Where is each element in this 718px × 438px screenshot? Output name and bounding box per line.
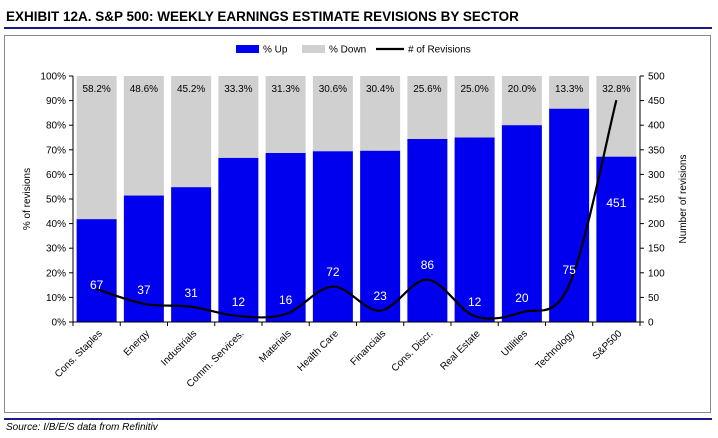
down-pct-label: 30.4% [366,84,394,95]
y-tick-label-left: 0% [52,318,67,329]
y-tick-label-left: 100% [40,72,66,83]
y-tick-label-right: 200 [648,219,665,230]
revision-count-label: 31 [184,286,198,300]
bar-up [549,108,590,322]
y-tick-label-right: 0 [648,318,654,329]
chart-frame [4,35,711,413]
bar-up [265,152,306,322]
source-note: Source: I/B/E/S data from Refinitiv [6,422,158,433]
down-pct-label: 30.6% [319,84,347,95]
y-tick-label-left: 70% [46,145,66,156]
bar-down [312,76,353,152]
revision-count-label: 23 [373,289,387,303]
x-category-label: Utilities [499,328,530,359]
title-rule [4,27,712,29]
revision-count-label: 86 [421,258,435,272]
y-tick-label-right: 500 [648,72,665,83]
x-category-label: Energy [122,328,152,358]
exhibit-title: EXHIBIT 12A. S&P 500: WEEKLY EARNINGS ES… [6,9,519,24]
x-category-label: Materials [257,328,293,364]
bar-up [596,156,637,322]
down-pct-label: 20.0% [508,84,536,95]
y-tick-label-left: 80% [46,121,66,132]
x-category-label: Industrials [159,328,199,368]
down-pct-label: 25.0% [460,84,488,95]
y-axis-title-left: % of revisions [22,168,33,230]
revision-count-label: 75 [562,263,576,277]
revision-count-label: 12 [232,295,246,309]
bar-up [76,219,117,322]
down-pct-label: 13.3% [555,84,583,95]
bar-down [171,76,212,188]
revision-count-label: 67 [90,278,104,292]
x-category-label: Real Estate [438,328,483,373]
revision-count-label: 12 [468,295,482,309]
bar-up [454,137,495,322]
y-tick-label-left: 40% [46,219,66,230]
revision-count-label: 20 [515,291,529,305]
x-category-label: Cons. Discr. [390,328,436,374]
legend-label-up: % Up [263,45,288,56]
y-tick-label-left: 10% [46,293,66,304]
bar-down [218,76,259,158]
down-pct-label: 33.3% [224,84,252,95]
bar-down [407,76,448,139]
bar-up [360,150,401,322]
y-tick-label-right: 400 [648,121,665,132]
bar-up [407,138,448,322]
y-tick-label-right: 300 [648,170,665,181]
legend-label-down: % Down [329,45,366,56]
bar-down [265,76,306,153]
y-axis-title-right: Number of revisions [678,155,689,244]
x-category-label: S&P500 [591,328,625,362]
footer-rule [4,418,712,420]
y-tick-label-right: 50 [648,293,660,304]
y-tick-label-right: 350 [648,145,665,156]
down-pct-label: 45.2% [177,84,205,95]
bar-up [501,125,542,322]
y-tick-label-right: 150 [648,244,665,255]
down-pct-label: 48.6% [130,84,158,95]
bar-down [501,76,542,126]
bar-down [454,76,495,138]
x-category-label: Financials [349,328,389,368]
y-tick-label-right: 100 [648,268,665,279]
down-pct-label: 32.8% [602,84,630,95]
down-pct-label: 58.2% [82,84,110,95]
y-tick-label-right: 450 [648,96,665,107]
legend-swatch-down [302,45,325,53]
y-tick-label-left: 60% [46,170,66,181]
y-tick-label-right: 250 [648,195,665,206]
x-category-label: Health Care [295,328,341,374]
revision-count-label: 451 [606,196,626,210]
legend-swatch-up [236,45,259,53]
x-category-label: Cons. Staples [53,328,105,380]
revision-count-label: 37 [137,283,151,297]
y-tick-label-left: 20% [46,268,66,279]
bar-down [360,76,401,151]
revision-count-label: 16 [279,293,293,307]
bar-down [123,76,164,196]
bar-down [549,76,590,109]
bar-up [312,151,353,322]
bar-up [171,187,212,322]
y-tick-label-left: 50% [46,195,66,206]
bar-down [76,76,117,220]
bar-up [218,157,259,322]
bar-down [596,76,637,157]
y-tick-label-left: 90% [46,96,66,107]
y-tick-label-left: 30% [46,244,66,255]
down-pct-label: 25.6% [413,84,441,95]
revision-count-label: 72 [326,265,340,279]
revisions-line [96,99,618,320]
x-category-label: Technology [534,328,578,372]
down-pct-label: 31.3% [271,84,299,95]
legend-label-line: # of Revisions [408,45,471,56]
